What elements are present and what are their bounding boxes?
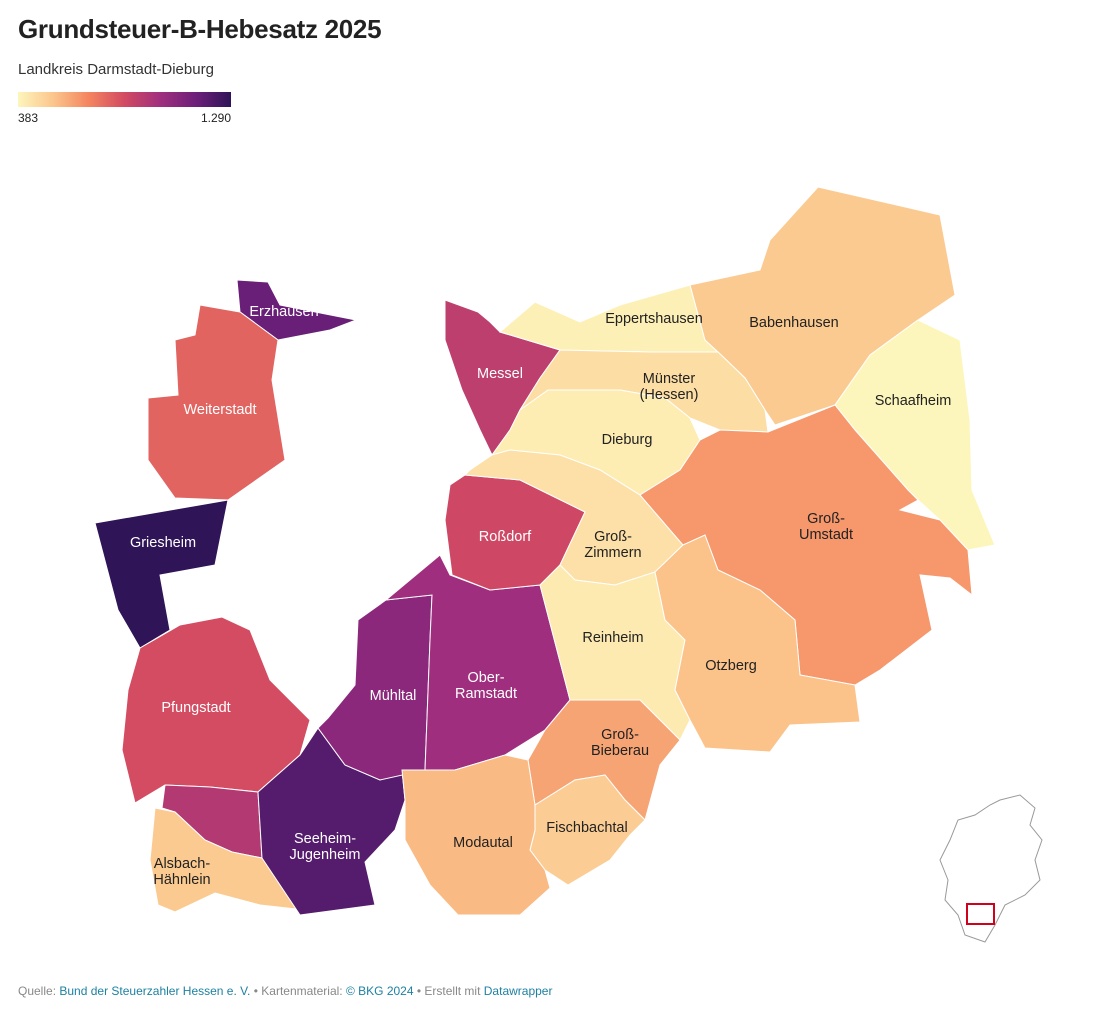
region-label: Pfungstadt: [161, 700, 230, 716]
region-label: Alsbach-: [154, 856, 211, 872]
region-label: Seeheim-: [294, 831, 356, 847]
region-label: Mühltal: [370, 688, 417, 704]
region-label: Weiterstadt: [183, 402, 256, 418]
legend: 383 1.290: [18, 92, 231, 125]
region-label: Zimmern: [584, 545, 641, 561]
region-label: Umstadt: [799, 527, 853, 543]
region-label: Hähnlein: [153, 872, 210, 888]
source-link[interactable]: Bund der Steuerzahler Hessen e. V.: [59, 984, 251, 998]
region-label: Groß-: [807, 511, 845, 527]
region-label: (Hessen): [640, 387, 699, 403]
map-label: • Kartenmaterial:: [253, 984, 343, 998]
locator-frame: [966, 903, 995, 925]
regions: [94, 186, 996, 916]
region-label: Modautal: [453, 835, 513, 851]
region-label: Ober-: [467, 670, 504, 686]
region: [654, 534, 861, 753]
region-label: Groß-: [601, 727, 639, 743]
region-label: Groß-: [594, 529, 632, 545]
region-labels: Erzhausen Weiterstadt Griesheim Pfungstadt A…: [130, 304, 951, 888]
region-label: Münster: [643, 371, 696, 387]
region-label: Reinheim: [582, 630, 643, 646]
legend-gradient: [18, 92, 231, 107]
region-label: Griesheim: [130, 535, 196, 551]
region-label: Erzhausen: [249, 304, 318, 320]
subtitle: Landkreis Darmstadt-Dieburg: [18, 61, 214, 78]
title: Grundsteuer-B-Hebesatz 2025: [18, 14, 382, 44]
region-label: Eppertshausen: [605, 311, 703, 327]
legend-max-label: 1.290: [200, 111, 231, 125]
region: [147, 304, 286, 501]
region-label: Schaafheim: [875, 393, 952, 409]
region-label: Dieburg: [602, 432, 653, 448]
region-label: Jugenheim: [290, 847, 361, 863]
region-label: Roßdorf: [479, 529, 532, 545]
tool-label: • Erstellt mit: [416, 984, 481, 998]
region-label: Otzberg: [705, 658, 757, 674]
region-label: Fischbachtal: [546, 820, 627, 836]
region: [401, 754, 551, 916]
map-link[interactable]: © BKG 2024: [345, 984, 414, 998]
tool-link[interactable]: Datawrapper: [483, 984, 553, 998]
region-label: Bieberau: [591, 743, 649, 759]
region: [94, 499, 229, 649]
source-label: Quelle:: [18, 984, 57, 998]
region-label: Ramstadt: [455, 686, 517, 702]
map: Erzhausen Weiterstadt Griesheim Pfungstadt A…: [94, 186, 1043, 943]
region-label: Messel: [477, 366, 523, 382]
region-label: Babenhausen: [749, 315, 839, 331]
footer: Quelle: Bund der Steuerzahler Hessen e. …: [18, 984, 552, 998]
locator-map: [939, 794, 1043, 943]
locator-outline: [939, 794, 1043, 943]
legend-min-label: 383: [18, 111, 39, 125]
